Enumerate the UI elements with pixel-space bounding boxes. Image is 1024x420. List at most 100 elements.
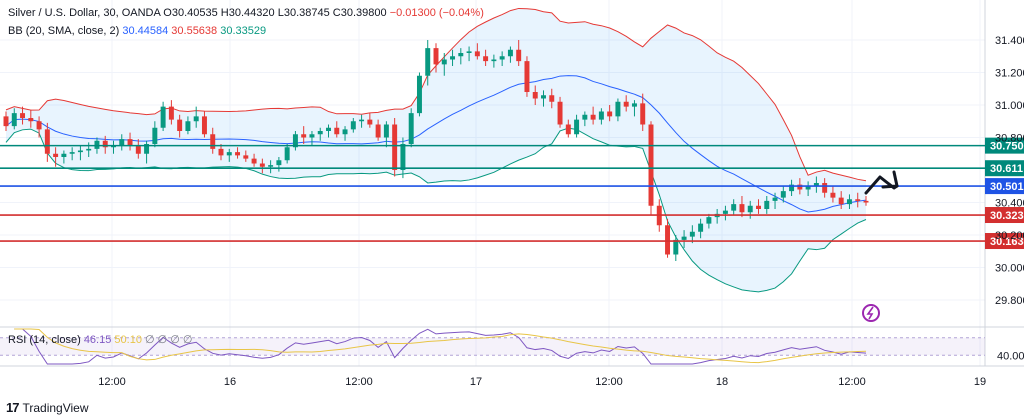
candle-body [499,56,505,60]
candle-98 [813,176,819,193]
level-label-0: 30.750 [990,141,1024,153]
candle-body [474,51,480,57]
candle-body [301,134,307,138]
candle-7 [61,150,67,164]
open-label: O [163,7,172,19]
candle-body [830,192,836,198]
time-axis[interactable]: 12:00 16 12:00 17 12:00 18 12:00 19 [98,376,986,388]
time-tick-5: 18 [716,376,728,388]
rsi-label: RSI (14, close) [8,334,81,346]
candle-body [681,236,687,240]
candle-48 [400,137,406,179]
candle-body [491,59,497,62]
candle-body [251,158,257,164]
time-tick-6: 12:00 [838,376,866,388]
candle-body [268,165,274,167]
price-tick-4: 30.400 [995,198,1024,210]
candle-17 [144,140,150,164]
candle-body [838,197,844,205]
candle-39 [326,124,331,138]
candle-body [292,134,298,148]
candle-73 [607,105,613,122]
price-axis[interactable]: 31.400 31.200 31.000 30.800 30.400 30.200 30.0… [995,35,1024,307]
candle-body [86,148,92,151]
candle-74 [615,98,621,122]
bb-legend[interactable]: BB (20, SMA, close, 2) 30.44584 30.55638… [8,25,266,37]
candle-43 [359,114,365,128]
candle-29 [243,150,249,162]
candle-3 [28,109,34,128]
candle-24 [201,111,207,138]
candle-59 [491,54,497,68]
candle-97 [805,181,811,196]
candle-51 [425,40,431,86]
candle-62 [516,40,522,66]
candle-20 [168,100,174,125]
candle-42 [350,118,356,133]
price-tick-2: 31.000 [995,100,1024,112]
candle-21 [177,114,183,138]
price-tick-7: 29.800 [995,295,1024,307]
candle-89 [739,196,745,218]
candle-76 [631,100,637,117]
candle-body [61,153,67,157]
close-value: 30.39800 [340,7,387,19]
level-label-1: 30.611 [990,163,1023,175]
candle-body [28,118,34,122]
candle-31 [259,158,265,174]
candle-0 [3,111,9,131]
horizontal-levels: 30.750 30.611 30.501 30.323 30.163 [0,137,1024,250]
symbol-title: Silver / U.S. Dollar, 30, OANDA [8,7,161,19]
candle-35 [292,131,298,151]
candle-body [532,92,538,99]
candle-44 [367,113,373,128]
candle-body [342,129,348,135]
candle-26 [218,144,224,161]
candle-body [392,124,398,170]
candle-body [524,61,530,92]
candle-body [94,140,100,149]
candle-15 [127,132,133,151]
price-tick-0: 31.400 [995,35,1024,47]
candle-body [631,103,637,107]
candle-body [598,111,604,120]
price-tick-3: 30.800 [995,133,1024,145]
candle-38 [317,127,323,141]
flash-icon[interactable] [862,304,880,322]
candle-93 [772,192,778,209]
candle-18 [152,121,158,148]
level-tag-4 [985,233,1024,250]
candle-body [168,106,174,120]
rsi-legend[interactable]: RSI (14, close) 46.15 50.10 ∅ ∅ ∅ ∅ [8,333,193,346]
candle-36 [301,126,307,144]
time-tick-0: 12:00 [98,376,126,388]
candle-19 [160,101,166,131]
tradingview-brand[interactable]: 17 TradingView [6,400,89,415]
candle-body [36,121,42,130]
candle-body [780,191,786,198]
candle-body [516,49,522,62]
rsi-tick-0: 40.00 [997,350,1024,362]
bb-basis-value: 30.44584 [122,25,169,37]
candle-1 [11,108,17,130]
time-tick-1: 16 [224,376,236,388]
candle-57 [474,43,480,60]
candle-34 [284,144,290,164]
price-tick-5: 30.200 [995,230,1024,242]
price-tick-1: 31.200 [995,68,1024,80]
candle-body [549,95,555,102]
candle-88 [731,199,737,216]
rsi-ma-value: 50.10 [114,334,142,346]
candle-27 [226,148,232,162]
candle-body [739,204,745,213]
candle-body [177,119,183,131]
candle-body [822,183,828,193]
candle-54 [450,49,456,66]
symbol-legend[interactable]: Silver / U.S. Dollar, 30, OANDA O30.4053… [8,7,484,19]
candle-41 [342,126,348,141]
candle-body [11,113,17,127]
rsi-line [14,328,867,365]
candle-body [218,148,224,156]
candle-30 [251,153,257,167]
